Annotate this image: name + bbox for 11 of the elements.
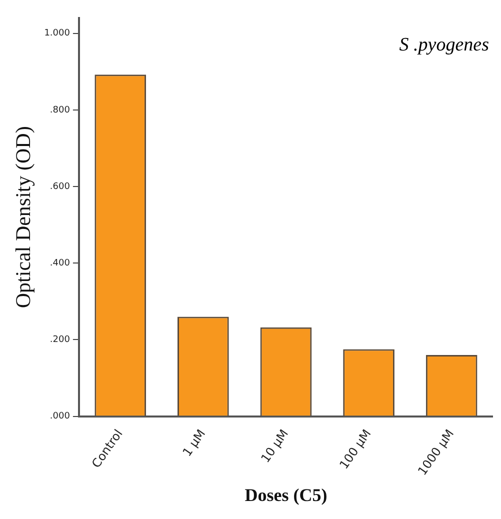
annotation: S .pyogenes <box>399 34 489 56</box>
y-tick-label: .000 <box>50 412 70 422</box>
y-axis-title: Optical Density (OD) <box>11 126 36 308</box>
y-tick-label: 1.000 <box>44 28 70 39</box>
y-tick-label: .800 <box>50 105 70 116</box>
y-tick-label: .400 <box>50 258 70 268</box>
x-axis-title: Doses (C5) <box>244 484 328 505</box>
x-tick-label: 10 µM <box>258 426 291 466</box>
x-tick-label: 1 µM <box>180 426 208 460</box>
y-tick-label: .600 <box>50 182 70 192</box>
y-tick-label: .200 <box>50 335 70 346</box>
